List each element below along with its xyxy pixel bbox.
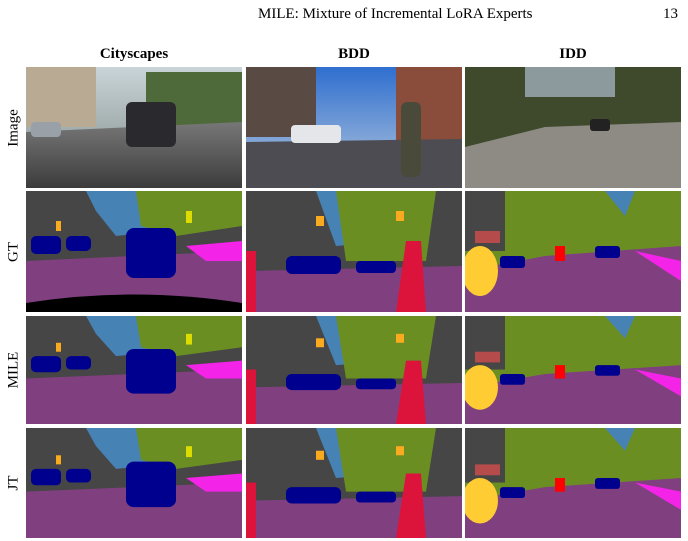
image-content <box>465 428 681 538</box>
image-content <box>465 191 681 312</box>
segmentation-map <box>246 428 462 538</box>
photo <box>26 67 242 188</box>
photo <box>246 67 462 188</box>
image-content <box>465 316 681 424</box>
row-label: Image <box>5 109 22 147</box>
image-content <box>26 67 242 188</box>
image-content <box>26 316 242 424</box>
row-label: GT <box>5 242 22 262</box>
segmentation-map <box>26 428 242 538</box>
segmentation-map <box>465 191 681 312</box>
image-content <box>465 67 681 188</box>
image-content <box>246 67 462 188</box>
image-content <box>26 428 242 538</box>
image-content <box>246 428 462 538</box>
column-label: Cityscapes <box>99 46 169 62</box>
image-content <box>246 316 462 424</box>
segmentation-map <box>246 191 462 312</box>
segmentation-map <box>246 316 462 424</box>
image-content <box>26 191 242 312</box>
running-title: MILE: Mixture of Incremental LoRA Expert… <box>258 6 533 22</box>
ego-vehicle <box>26 294 242 312</box>
row-label: JT <box>5 475 22 491</box>
segmentation-map <box>26 191 242 312</box>
segmentation-map <box>26 316 242 424</box>
column-label: BDD <box>338 46 370 62</box>
image-content <box>246 191 462 312</box>
segmentation-map <box>465 316 681 424</box>
column-label: IDD <box>559 46 587 62</box>
photo <box>465 67 681 188</box>
row-label: MILE <box>5 351 22 389</box>
page-number: 13 <box>663 6 678 22</box>
segmentation-map <box>465 428 681 538</box>
